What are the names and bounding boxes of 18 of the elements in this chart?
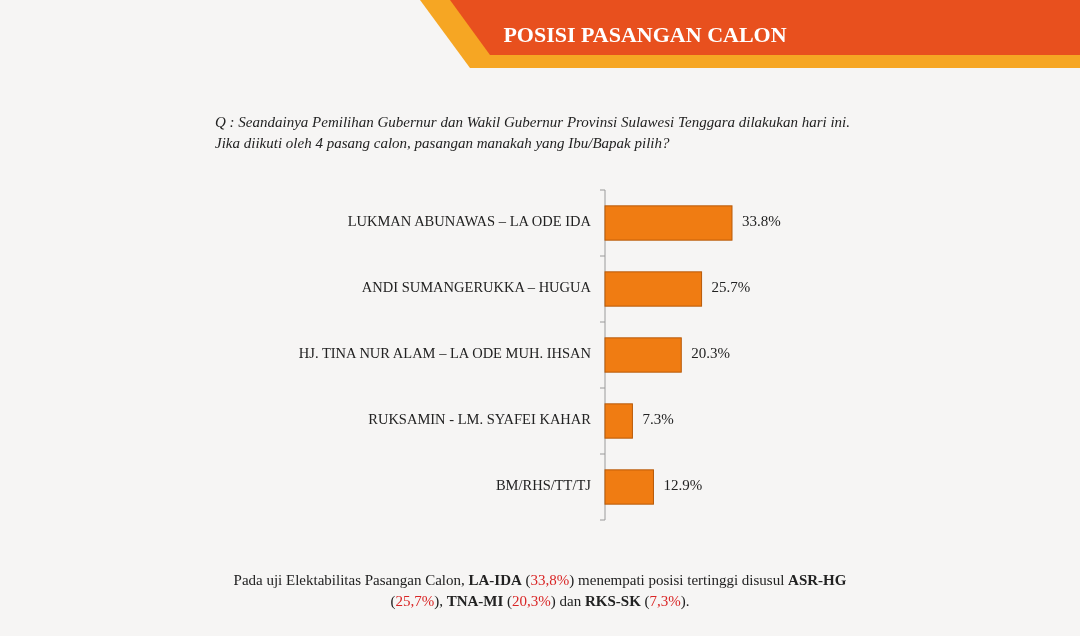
y-tick-label: RUKSAMIN - LM. SYAFEI KAHAR	[368, 411, 592, 428]
bar	[604, 337, 682, 373]
data-label: 12.9%	[663, 477, 703, 494]
y-tick-label: LUKMAN ABUNAWAS – LA ODE IDA	[347, 213, 592, 230]
bar	[604, 205, 733, 241]
data-label: 20.3%	[691, 345, 731, 362]
y-tick-label: HJ. TINA NUR ALAM – LA ODE MUH. IHSAN	[298, 345, 592, 362]
chart-title: POSISI PASANGAN CALON	[503, 22, 787, 47]
data-label: 25.7%	[711, 279, 751, 296]
bar	[604, 403, 633, 439]
y-tick-label: BM/RHS/TT/TJ	[495, 477, 592, 494]
y-tick-label: ANDI SUMANGERUKKA – HUGUA	[361, 279, 592, 296]
chart-subtitle: Q : Seandainya Pemilihan Gubernur dan Wakil Gubernur Provinsi Sulawesi Tenggara dilakukan hari ini. Jika diikuti oleh 4 pasang calon, pasangan manakah yang Ibu/Bapak pilih?	[215, 114, 850, 151]
data-label: 33.8%	[742, 213, 781, 230]
data-label: 7.3%	[642, 411, 674, 428]
bar	[604, 271, 703, 307]
bar	[604, 469, 654, 505]
text: Pada uji Elektabilitas Pasangan Calon, LA-IDA (33,8%) menempati posisi tertinggi disusul ASR-HG (25,7%), TNA-MI (20,3%) dan RKS-SK (7,3%).	[233, 572, 847, 609]
